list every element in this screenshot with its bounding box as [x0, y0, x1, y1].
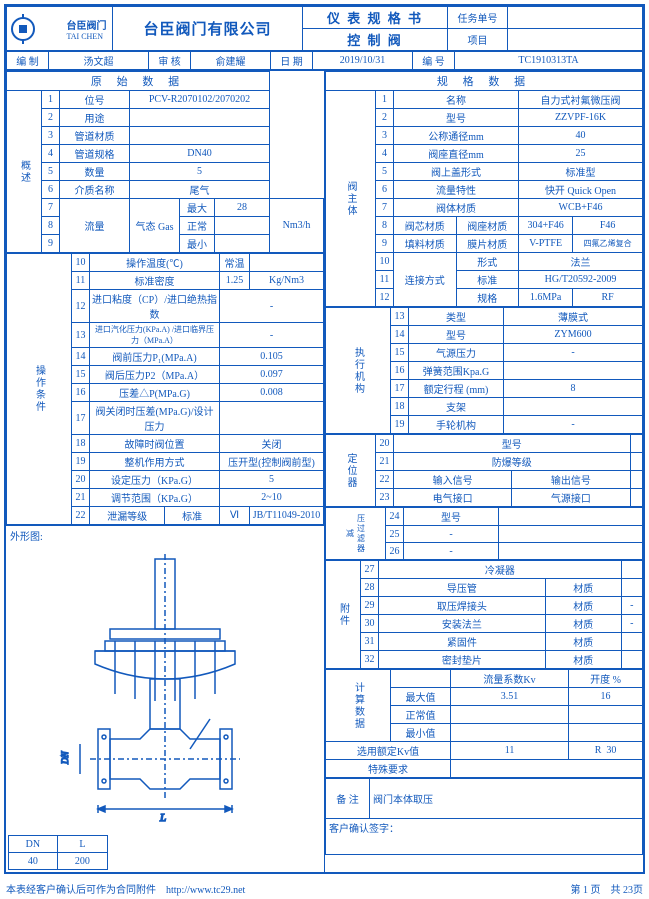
- editor-value: 汤文超: [49, 52, 149, 70]
- svg-text:DN: DN: [60, 751, 70, 765]
- svg-text:L: L: [159, 812, 166, 824]
- header: 台臣阀门 TAI CHEN 台臣阀门有限公司 仪 表 规 格 书 任务单号 控 …: [6, 6, 643, 51]
- date-label: 日 期: [271, 52, 313, 70]
- logo-text-bottom: TAI CHEN: [67, 32, 111, 41]
- left-section-header: 原 始 数 据: [7, 72, 270, 91]
- footer-right: 第 1 页 共 23页: [571, 881, 644, 896]
- dims-table: DNL 40200: [8, 835, 108, 870]
- numbering-label: 编 号: [413, 52, 455, 70]
- right-section-header: 规 格 数 据: [326, 72, 643, 91]
- group-cond: 操作条件: [7, 254, 72, 525]
- group-pos: 定位器: [326, 435, 376, 507]
- group-exec: 执行机构: [326, 308, 391, 434]
- valve-diagram: L DN: [6, 545, 324, 833]
- confirm-label: 客户确认签字：: [326, 819, 643, 855]
- doc-title-1: 仪 表 规 格 书: [303, 7, 448, 29]
- reviewer-label: 审 核: [149, 52, 191, 70]
- task-value: [508, 7, 643, 29]
- project-value: [508, 29, 643, 51]
- footer: 本表经客户确认后可作为合同附件 http://www.tc29.net 第 1 …: [0, 878, 649, 899]
- group-att: 附件: [326, 561, 361, 669]
- right-column: 规 格 数 据 阀主体 1名称自力式衬氟微压阀 2型号ZZVPF-16K 3公称…: [325, 71, 643, 872]
- doc-title-2: 控 制 阀: [303, 29, 448, 51]
- project-label: 项目: [448, 29, 508, 51]
- numbering-value: TC1910313TA: [455, 52, 643, 70]
- footer-left: 本表经客户确认后可作为合同附件 http://www.tc29.net: [6, 881, 245, 896]
- task-label: 任务单号: [448, 7, 508, 29]
- reviewer-value: 俞建耀: [191, 52, 271, 70]
- group-desc: 概述: [7, 91, 42, 253]
- note-label: 备 注: [326, 779, 370, 819]
- diagram-label: 外形图:: [6, 525, 324, 545]
- note-value: 阀门本体取压: [370, 779, 643, 819]
- company-name: 台臣阀门有限公司: [113, 7, 303, 51]
- group-calc: 计算数据: [326, 670, 391, 742]
- logo-text-top: 台臣阀门: [67, 17, 111, 32]
- meta-row: 编 制 汤文超 审 核 俞建耀 日 期 2019/10/31 编 号 TC191…: [6, 51, 643, 70]
- editor-label: 编 制: [7, 52, 49, 70]
- company-logo: [9, 12, 49, 46]
- group-filter: 压过滤器减: [326, 508, 386, 560]
- group-body: 阀主体: [326, 91, 376, 307]
- date-value: 2019/10/31: [313, 52, 413, 70]
- left-column: 原 始 数 据 概述 1位号PCV-R2070102/2070202 2用途 3…: [6, 71, 325, 872]
- spec-sheet: 台臣阀门 TAI CHEN 台臣阀门有限公司 仪 表 规 格 书 任务单号 控 …: [4, 4, 645, 874]
